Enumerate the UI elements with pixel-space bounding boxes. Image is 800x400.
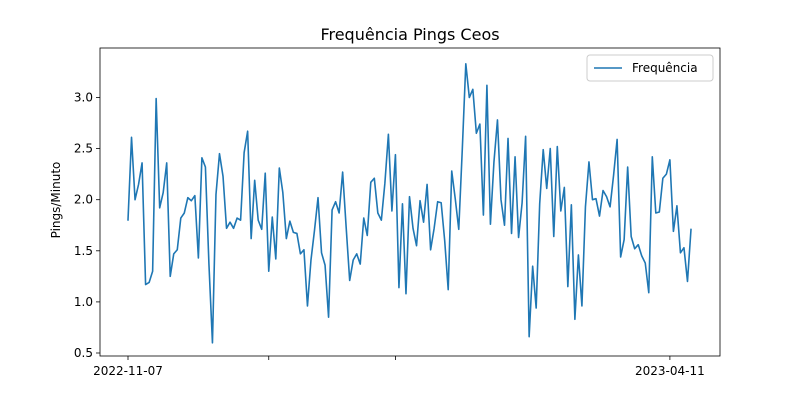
legend-label: Frequência [632,61,698,75]
plot-area: 0.5 1.0 1.5 2.0 2.5 3.0 2022-11-07 2023-04-11 [74,47,721,378]
x-tick-label: 2022-11-07 [93,364,163,378]
y-axis-label-group: Pings/Minuto [49,162,63,239]
y-tick-label: 1.0 [74,295,93,309]
y-tick-label: 2.0 [74,193,93,207]
legend: Frequência [586,54,714,82]
x-tick-label: 2023-04-11 [635,364,705,378]
series-line-frequencia [127,62,692,344]
axes-frame [99,47,721,357]
y-tick-label: 0.5 [74,346,93,360]
legend-box [586,54,714,82]
y-axis-label: Pings/Minuto [49,162,63,239]
chart-title: Frequência Pings Ceos [320,25,499,44]
y-tick-label: 3.0 [74,91,93,105]
y-tick-label: 1.5 [74,244,93,258]
y-tick-label: 2.5 [74,142,93,156]
